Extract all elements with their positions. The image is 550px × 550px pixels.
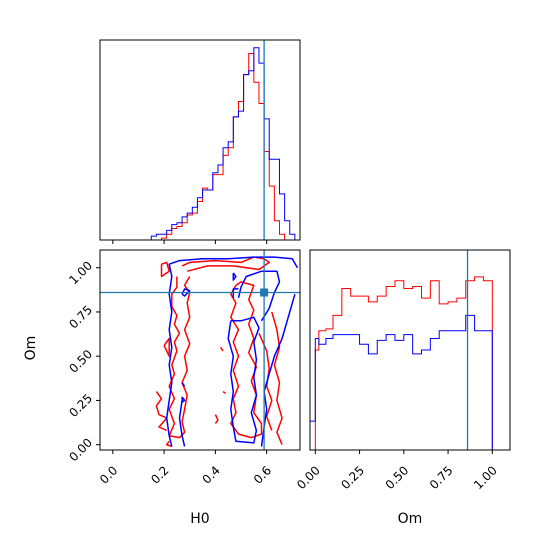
h0-histogram-frame — [99, 39, 301, 241]
red-om-histogram — [310, 276, 510, 450]
blue-h0-histogram — [150, 47, 300, 240]
x-axis-label-om: Om — [398, 511, 423, 527]
h0-x-tick-label: 0.2 — [148, 463, 171, 486]
red-contour-line — [165, 440, 173, 448]
om-x-tick-label: 0.75 — [427, 463, 456, 492]
blue-contour-line — [178, 400, 186, 447]
red-contour-line — [214, 414, 219, 424]
red-contour-line — [271, 311, 283, 445]
blue-contour-line — [181, 288, 191, 297]
om-y-tick-label: 0.50 — [66, 347, 95, 376]
blue-contour-line — [165, 256, 299, 447]
om-x-tick-label: 0.50 — [383, 463, 412, 492]
blue-contour-line — [232, 288, 239, 298]
blue-contour-line — [181, 382, 186, 387]
blue-contour-line — [232, 272, 237, 281]
h0-om-contour-panel: 0.0 0.2 0.4 0.6 0.00 0.25 0.50 0.75 1.00 — [66, 249, 301, 487]
y-axis-label-om: Om — [23, 336, 39, 361]
red-h0-histogram — [151, 52, 300, 240]
red-contour-line — [258, 332, 273, 431]
om-x-tick-label: 0.00 — [294, 463, 323, 492]
blue-contour-line — [260, 293, 296, 447]
blue-om-histogram — [310, 314, 510, 450]
blue-contour-line — [181, 396, 186, 403]
h0-histogram-panel — [99, 39, 301, 244]
red-contour-line — [160, 261, 170, 278]
contour-frame — [99, 249, 301, 451]
blue-contour-line — [237, 270, 281, 322]
blue-contour-line — [227, 316, 260, 444]
h0-x-tick-label: 0.4 — [200, 463, 223, 486]
om-y-tick-label: 1.00 — [66, 259, 95, 288]
om-y-tick-label: 0.25 — [66, 391, 95, 420]
red-contour-line — [155, 391, 168, 432]
h0-x-tick-label: 0.0 — [97, 463, 120, 486]
om-y-tick-label: 0.00 — [66, 435, 95, 464]
om-y-tick-label: 0.75 — [66, 303, 95, 332]
red-contour-line — [222, 390, 227, 395]
red-contour-line — [219, 346, 224, 352]
x-axis-label-h0: H0 — [190, 511, 209, 527]
om-x-tick-label: 0.25 — [338, 463, 367, 492]
om-histogram-frame — [309, 249, 511, 451]
truth-marker — [260, 288, 269, 297]
red-contour-line — [163, 337, 170, 357]
om-histogram-panel: 0.00 0.25 0.50 0.75 1.00 — [294, 249, 511, 492]
om-x-tick-label: 1.00 — [471, 463, 500, 492]
h0-x-tick-label: 0.6 — [251, 463, 274, 486]
